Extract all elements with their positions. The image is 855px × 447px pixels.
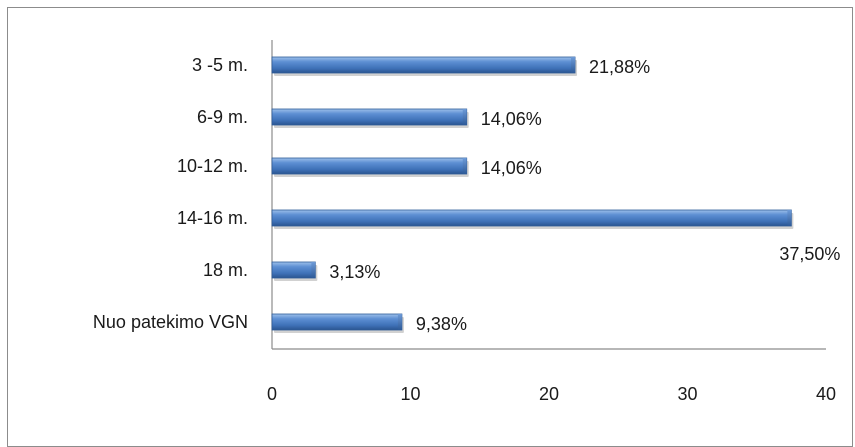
category-label: 6-9 m. (197, 107, 248, 127)
bar-end-cap (787, 210, 792, 226)
category-labels: 3 -5 m. 6-9 m. 10-12 m. 14-16 m. 18 m. Nuo pa… (93, 55, 248, 332)
category-label: 10-12 m. (177, 156, 248, 176)
value-labels: 21,88% 14,06% 14,06% 37,50% 3,13% 9,38% (329, 57, 840, 334)
bar-end-cap (571, 57, 576, 73)
bar-end-cap (397, 314, 402, 330)
x-tick-labels: 0 10 20 30 40 (267, 384, 836, 404)
value-label: 3,13% (329, 262, 380, 282)
x-tick-label: 40 (816, 384, 836, 404)
x-tick-label: 10 (400, 384, 420, 404)
bar (271, 261, 316, 279)
category-label: 14-16 m. (177, 208, 248, 228)
x-tick-label: 30 (677, 384, 697, 404)
bars (271, 56, 794, 333)
bar-end-cap (462, 158, 467, 174)
value-label: 14,06% (481, 158, 542, 178)
value-label: 37,50% (779, 244, 840, 264)
bar-chart: 3 -5 m. 6-9 m. 10-12 m. 14-16 m. 18 m. Nuo pa… (93, 40, 840, 404)
bar (271, 108, 468, 126)
value-label: 9,38% (416, 314, 467, 334)
category-label: 3 -5 m. (192, 55, 248, 75)
bar-end-cap (462, 109, 467, 125)
category-label: 18 m. (203, 260, 248, 280)
value-label: 14,06% (481, 109, 542, 129)
category-label: Nuo patekimo VGN (93, 312, 248, 332)
chart-frame (7, 7, 853, 447)
bar (271, 313, 403, 331)
value-label: 21,88% (589, 57, 650, 77)
x-tick-label: 0 (267, 384, 277, 404)
bar (271, 209, 792, 227)
bar (271, 56, 576, 74)
x-tick-label: 20 (539, 384, 559, 404)
bar (271, 157, 468, 175)
axes (271, 40, 826, 350)
bar-end-cap (311, 262, 316, 278)
